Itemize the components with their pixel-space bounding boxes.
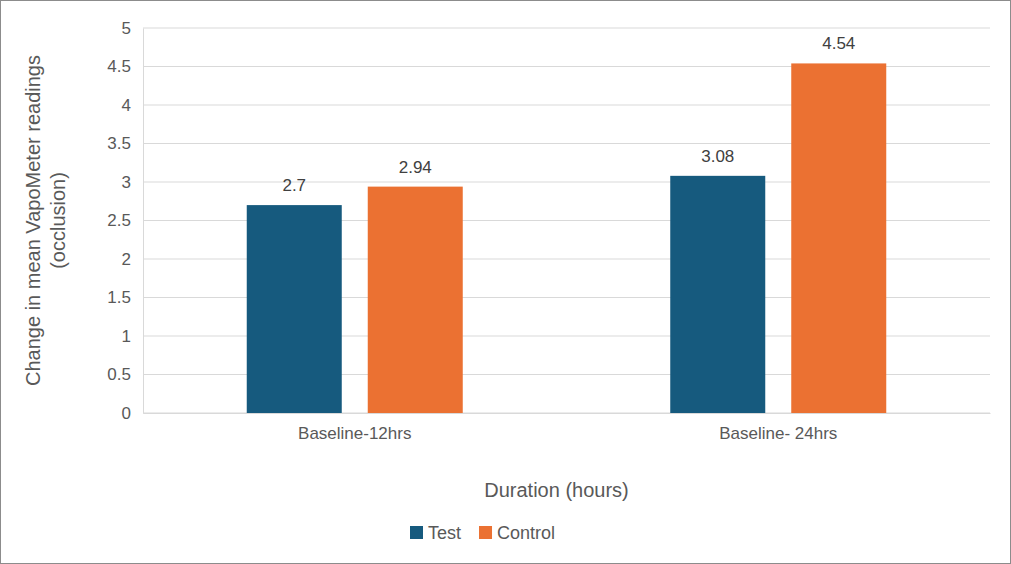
y-tick: 2 [122, 250, 143, 269]
y-axis-title: Change in mean VapoMeter readings(occlus… [22, 55, 69, 386]
chart-border [1, 1, 1011, 564]
y-axis-line [143, 29, 144, 414]
bars [247, 63, 887, 413]
y-tick: 4 [122, 96, 143, 115]
x-axis-line [144, 413, 991, 414]
data-label: 2.7 [282, 176, 306, 195]
x-tick: Baseline- 24hrs [719, 413, 837, 443]
bar [791, 63, 886, 413]
legend-label: Control [497, 523, 555, 543]
y-tick-label: 2 [122, 250, 131, 269]
grid [143, 28, 990, 413]
x-tick-label: Baseline-12hrs [298, 424, 411, 443]
x-axis: Baseline-12hrs Baseline- 24hrs [144, 413, 991, 443]
y-tick: 3.5 [107, 134, 143, 153]
bar [247, 205, 342, 413]
data-label: 3.08 [701, 147, 734, 166]
y-tick-label: 5 [122, 19, 131, 38]
y-tick: 2.5 [107, 211, 143, 230]
y-tick-label: 0.5 [107, 365, 131, 384]
bar [670, 176, 765, 413]
data-label: 2.94 [399, 158, 432, 177]
legend-swatch [479, 526, 492, 539]
y-axis: 0 0.5 1 1.5 2 2.5 3 3.5 4 4.5 5 [107, 19, 143, 423]
legend-item: Control [479, 523, 555, 543]
y-tick-label: 4 [122, 96, 131, 115]
chart: 0 0.5 1 1.5 2 2.5 3 3.5 4 4.5 5 2.7 3.08 2.94 4.54 Base… [0, 0, 1011, 564]
bar [368, 187, 463, 413]
legend-swatch [410, 526, 423, 539]
y-tick-label: 4.5 [107, 57, 131, 76]
y-tick-label: 1 [122, 327, 131, 346]
y-tick: 0 [122, 404, 143, 423]
y-tick-label: 3 [122, 173, 131, 192]
x-tick: Baseline-12hrs [298, 413, 411, 443]
y-tick-label: 2.5 [107, 211, 131, 230]
y-tick-label: 1.5 [107, 288, 131, 307]
grid-line [143, 28, 990, 29]
data-label: 4.54 [822, 34, 855, 53]
legend-item: Test [410, 523, 461, 543]
y-tick-label: 3.5 [107, 134, 131, 153]
legend: Test Control [410, 523, 555, 543]
y-tick-label: 0 [122, 404, 131, 423]
y-tick: 0.5 [107, 365, 143, 384]
y-tick: 1.5 [107, 288, 143, 307]
x-axis-title: Duration (hours) [484, 479, 629, 501]
y-tick: 3 [122, 173, 143, 192]
y-tick: 1 [122, 327, 143, 346]
x-tick-label: Baseline- 24hrs [719, 424, 837, 443]
y-tick: 4.5 [107, 57, 143, 76]
legend-label: Test [428, 523, 461, 543]
data-labels: 2.7 3.08 2.94 4.54 [282, 34, 855, 195]
y-tick: 5 [122, 19, 143, 38]
